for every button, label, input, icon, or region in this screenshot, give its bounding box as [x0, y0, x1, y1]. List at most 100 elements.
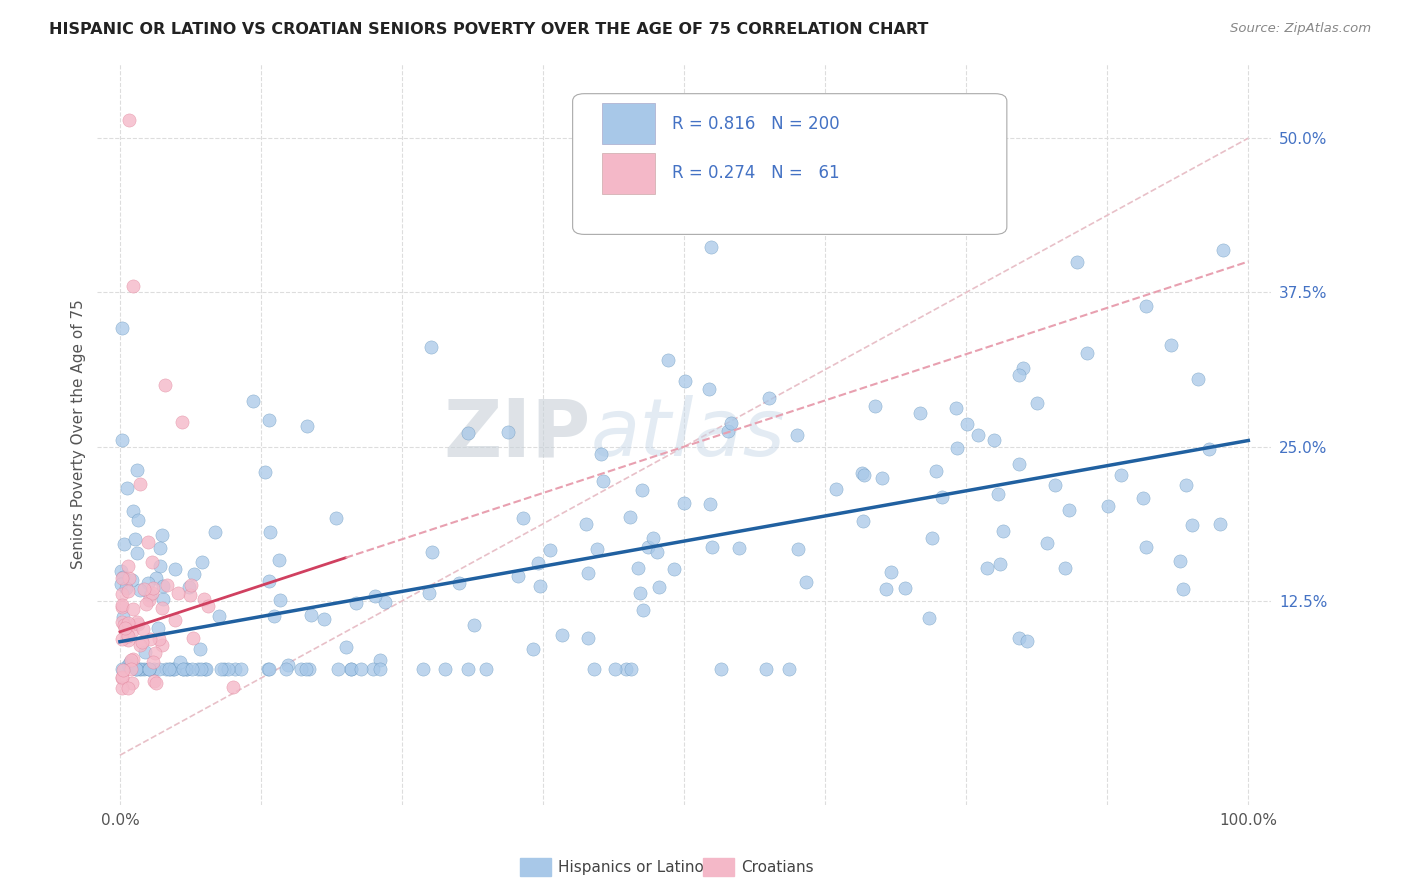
- Point: [190, 662, 212, 676]
- Point: [121, 624, 143, 638]
- Point: [125, 662, 148, 676]
- Point: [148, 662, 170, 676]
- Point: [193, 591, 215, 606]
- Point: [148, 632, 170, 646]
- Point: [183, 566, 205, 581]
- Point: [1135, 299, 1157, 313]
- Point: [121, 676, 143, 690]
- Text: Croatians: Croatians: [741, 860, 814, 874]
- Point: [447, 576, 470, 591]
- Point: [136, 534, 159, 549]
- Point: [418, 586, 440, 600]
- Point: [118, 112, 141, 127]
- Point: [163, 662, 186, 676]
- Point: [1209, 517, 1232, 532]
- Point: [122, 652, 145, 666]
- Point: [325, 511, 347, 525]
- Point: [141, 555, 163, 569]
- Point: [879, 565, 901, 579]
- Point: [121, 574, 143, 588]
- Point: [111, 587, 134, 601]
- Point: [368, 662, 391, 676]
- Point: [229, 662, 252, 676]
- Point: [863, 399, 886, 413]
- Point: [627, 561, 650, 575]
- Point: [931, 490, 953, 504]
- Point: [662, 562, 685, 576]
- Point: [673, 374, 696, 388]
- Point: [1012, 361, 1035, 376]
- Point: [117, 632, 139, 647]
- Point: [165, 562, 187, 576]
- Point: [1175, 478, 1198, 492]
- Point: [138, 592, 160, 607]
- Point: [364, 589, 387, 603]
- Point: [111, 664, 134, 678]
- Point: [1026, 396, 1049, 410]
- Point: [852, 514, 875, 528]
- Point: [699, 240, 721, 254]
- Point: [129, 639, 152, 653]
- Point: [110, 320, 132, 334]
- Point: [575, 517, 598, 532]
- Point: [755, 662, 778, 676]
- Point: [132, 622, 155, 636]
- Point: [987, 487, 1010, 501]
- Point: [657, 352, 679, 367]
- Point: [111, 600, 134, 615]
- Point: [361, 662, 384, 676]
- Point: [946, 441, 969, 455]
- Point: [1007, 368, 1029, 382]
- Point: [128, 583, 150, 598]
- Point: [152, 579, 174, 593]
- Point: [614, 662, 637, 676]
- Point: [111, 662, 134, 676]
- Point: [169, 656, 191, 670]
- Point: [118, 618, 141, 632]
- Point: [1187, 372, 1209, 386]
- Point: [142, 655, 165, 669]
- Point: [269, 592, 291, 607]
- Point: [176, 662, 198, 676]
- Point: [150, 528, 173, 542]
- Point: [976, 561, 998, 575]
- Text: R = 0.816   N = 200: R = 0.816 N = 200: [672, 115, 839, 133]
- Point: [1035, 535, 1057, 549]
- Point: [576, 566, 599, 580]
- Point: [824, 482, 846, 496]
- Point: [945, 401, 967, 415]
- Point: [143, 662, 166, 676]
- Point: [727, 541, 749, 555]
- Point: [111, 599, 134, 613]
- Point: [967, 427, 990, 442]
- Point: [1008, 632, 1031, 646]
- Point: [1212, 243, 1234, 257]
- Point: [1076, 346, 1098, 360]
- Point: [851, 467, 873, 481]
- Point: [217, 661, 239, 675]
- Point: [172, 662, 194, 676]
- Point: [312, 612, 335, 626]
- Point: [620, 662, 643, 676]
- Point: [710, 662, 733, 676]
- Point: [111, 572, 134, 586]
- Point: [274, 662, 297, 676]
- Point: [508, 569, 530, 583]
- Point: [1043, 477, 1066, 491]
- Point: [619, 510, 641, 524]
- Point: [434, 662, 457, 676]
- Point: [350, 662, 373, 676]
- Point: [162, 662, 184, 676]
- Point: [786, 428, 808, 442]
- Point: [412, 662, 434, 676]
- Point: [190, 642, 212, 657]
- Point: [152, 591, 174, 606]
- Text: Source: ZipAtlas.com: Source: ZipAtlas.com: [1230, 22, 1371, 36]
- Text: Hispanics or Latinos: Hispanics or Latinos: [558, 860, 711, 874]
- Point: [645, 545, 668, 559]
- Point: [576, 631, 599, 645]
- Point: [212, 662, 235, 676]
- Point: [298, 662, 321, 676]
- Point: [778, 662, 800, 676]
- Point: [209, 662, 232, 676]
